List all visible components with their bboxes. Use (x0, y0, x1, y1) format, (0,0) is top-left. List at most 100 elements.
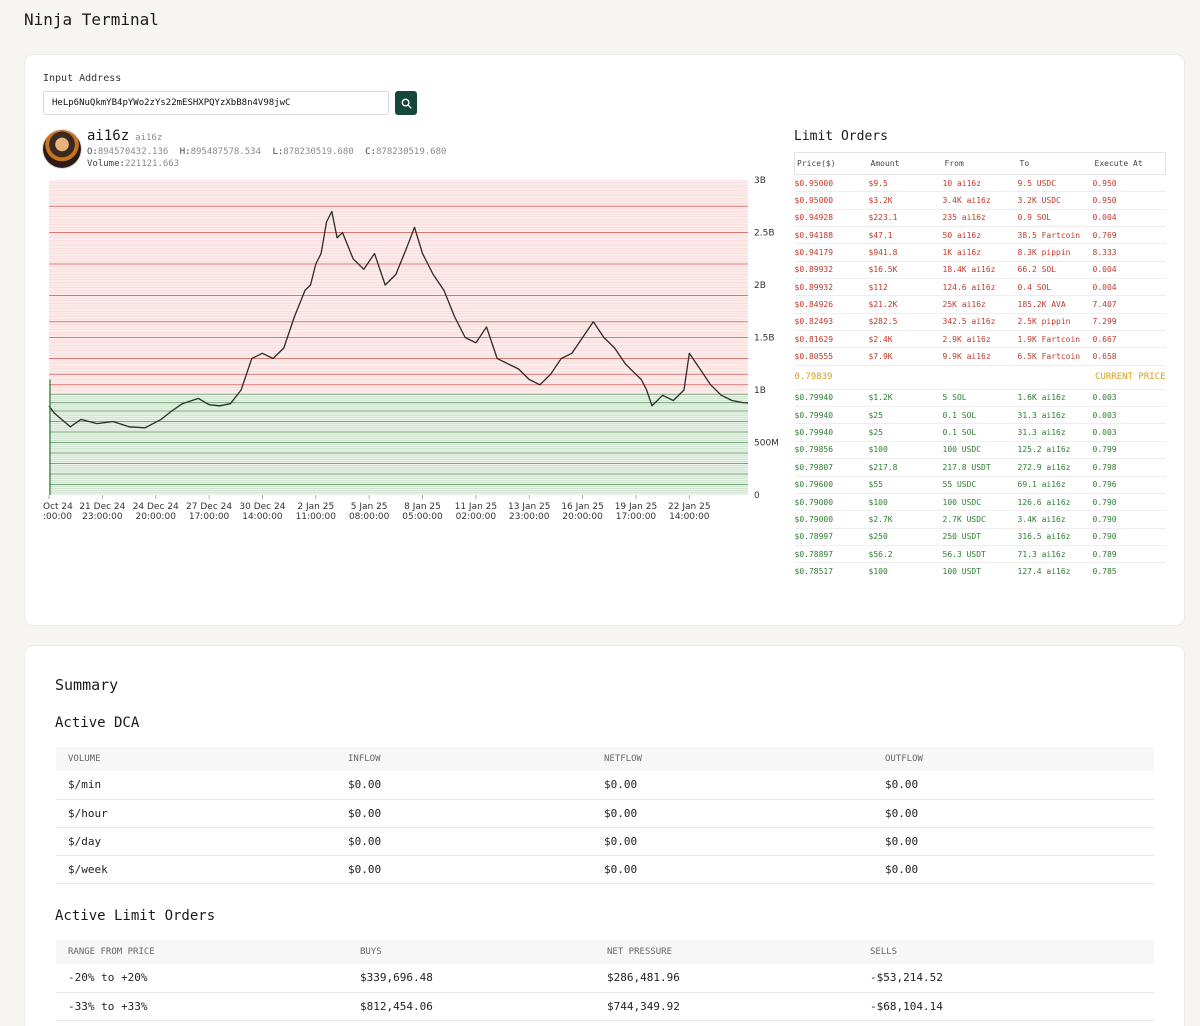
high-value: 895487578.534 (190, 147, 262, 157)
summary-cell: $0.00 (873, 855, 1154, 884)
order-cell: $2.4K (868, 330, 943, 349)
address-input-label: Input Address (43, 73, 122, 84)
order-cell: $0.94179 (794, 243, 869, 262)
order-cell: 71.3 ai16z (1017, 545, 1093, 564)
x-tick-label-date: 2 Jan 25 (297, 502, 334, 512)
order-cell: $0.79856 (794, 441, 869, 460)
col-amount: Amount (868, 152, 943, 175)
order-cell: $0.89932 (794, 261, 869, 280)
order-cell: $0.95000 (794, 174, 869, 193)
buy-order-row: $0.79000 $2.7K 2.7K USDC 3.4K ai16z 0.790 (794, 510, 1166, 529)
order-cell: $0.82493 (794, 313, 869, 332)
token-name: ai16z ai16z (87, 128, 162, 144)
order-cell: 8.3K pippin (1017, 243, 1093, 262)
order-cell: $941.8 (868, 243, 943, 262)
order-cell: $1.2K (868, 389, 943, 408)
order-cell: 0.004 (1092, 209, 1166, 228)
order-cell: 0.799 (1092, 441, 1166, 460)
order-cell: 0.003 (1092, 406, 1166, 425)
order-cell: 0.790 (1092, 510, 1166, 529)
order-cell: 1.6K ai16z (1017, 389, 1093, 408)
sell-order-row: $0.94188 $47.1 50 ai16z 38.5 Fartcoin 0.769 (794, 226, 1166, 245)
sell-order-row: $0.84926 $21.2K 25K ai16z 185.2K AVA 7.407 (794, 295, 1166, 314)
y-tick-label: 500M (754, 439, 779, 449)
x-tick-label-date: 22 Jan 25 (668, 502, 711, 512)
order-cell: $0.79807 (794, 458, 869, 477)
order-cell: $0.84926 (794, 295, 869, 314)
col-from: From (942, 152, 1018, 175)
x-tick-label-time: 23:00:00 (509, 512, 550, 522)
order-cell: $0.79940 (794, 389, 869, 408)
y-tick-label: 0 (754, 491, 760, 501)
summary-cell: -$53,214.52 (858, 964, 1154, 993)
order-cell: 0.1 SOL (942, 406, 1018, 425)
active-dca-title: Active DCA (55, 715, 140, 731)
x-tick-label-time: 05:00:00 (402, 512, 443, 522)
limit-col-range: RANGE FROM PRICE (56, 940, 348, 964)
summary-cell: $0.00 (336, 827, 592, 856)
order-cell: 316.5 ai16z (1017, 528, 1093, 546)
order-cell: $3.2K (868, 191, 943, 210)
order-cell: 9.5 USDC (1017, 174, 1093, 193)
limit-summary-row: -20% to +20% $339,696.48 $286,481.96 -$53,2… (56, 964, 1154, 993)
col-execute-at: Execute At (1092, 152, 1166, 175)
order-cell: $47.1 (868, 226, 943, 245)
order-cell: 0.003 (1092, 423, 1166, 442)
summary-cell: $0.00 (873, 771, 1154, 800)
dca-col-outflow: OUTFLOW (873, 747, 1154, 771)
x-tick-label-date: 21 Dec 24 (79, 502, 125, 512)
summary-cell: $/hour (56, 799, 336, 828)
order-cell: 0.769 (1092, 226, 1166, 245)
order-cell: $16.5K (868, 261, 943, 280)
summary-cell: $812,454.06 (348, 992, 595, 1021)
order-cell: $55 (868, 476, 943, 494)
order-cell: 126.6 ai16z (1017, 493, 1093, 512)
order-cell: 6.5K Fartcoin (1017, 347, 1093, 366)
current-price-value: 0.79839 (794, 365, 869, 390)
dca-col-netflow: NETFLOW (592, 747, 873, 771)
summary-cell: $0.00 (873, 827, 1154, 856)
order-cell: 0.790 (1092, 493, 1166, 512)
current-price-label: CURRENT PRICE (868, 365, 1166, 390)
volume-value: 221121.663 (124, 159, 180, 169)
x-tick-label-date: 8 Jan 25 (404, 502, 441, 512)
order-cell: $9.5 (868, 174, 943, 193)
summary-cell: $0.00 (592, 855, 873, 884)
summary-cell: $339,696.48 (348, 964, 595, 993)
buy-order-row: $0.78997 $250 250 USDT 316.5 ai16z 0.790 (794, 528, 1166, 546)
summary-cell: $286,481.96 (595, 964, 858, 993)
order-cell: 56.3 USDT (942, 545, 1018, 564)
ohlc-readout: O:894570432.136 H:895487578.534 L:878230… (87, 147, 446, 157)
dca-row: $/min $0.00 $0.00 $0.00 (56, 771, 1154, 800)
order-cell: 18.4K ai16z (942, 261, 1018, 280)
order-cell: 185.2K AVA (1017, 295, 1093, 314)
order-cell: 50 ai16z (942, 226, 1018, 245)
search-button[interactable] (395, 91, 417, 115)
price-chart[interactable]: 3B 2.5B 2B 1.5B 1B 500M 0 Oct 24:00:00 21 Dec 24… (43, 175, 783, 525)
order-cell: 69.1 ai16z (1017, 476, 1093, 494)
order-cell: $2.7K (868, 510, 943, 529)
close-value: 878230519.680 (376, 147, 447, 157)
summary-cell: $0.00 (873, 799, 1154, 828)
order-cell: $0.94188 (794, 226, 869, 245)
sell-order-row: $0.80555 $7.9K 9.9K ai16z 6.5K Fartcoin 0.65… (794, 347, 1166, 366)
low-label: L: (272, 147, 284, 157)
order-cell: $0.79940 (794, 406, 869, 425)
x-tick-label-date: 19 Jan 25 (615, 502, 658, 512)
order-cell: $0.79000 (794, 493, 869, 512)
x-tick-label-time: 08:00:00 (349, 512, 390, 522)
order-cell: 10 ai16z (942, 174, 1018, 193)
limit-summary-row: -33% to +33% $812,454.06 $744,349.92 -$68,1… (56, 992, 1154, 1021)
order-cell: $0.78517 (794, 567, 834, 577)
sell-order-row: $0.89932 $16.5K 18.4K ai16z 66.2 SOL 0.004 (794, 261, 1166, 280)
low-value: 878230519.680 (283, 147, 354, 157)
order-cell: 1.9K Fartcoin (1017, 330, 1093, 349)
x-tick-label-date: 27 Dec 24 (186, 502, 232, 512)
order-cell: 31.3 ai16z (1017, 423, 1093, 442)
order-cell: $0.78997 (794, 528, 869, 546)
price-line (48, 210, 749, 429)
open-value: 894570432.136 (97, 147, 169, 157)
order-cell: 1K ai16z (942, 243, 1018, 262)
order-cell: $0.79940 (794, 423, 869, 442)
address-input[interactable] (43, 91, 389, 115)
